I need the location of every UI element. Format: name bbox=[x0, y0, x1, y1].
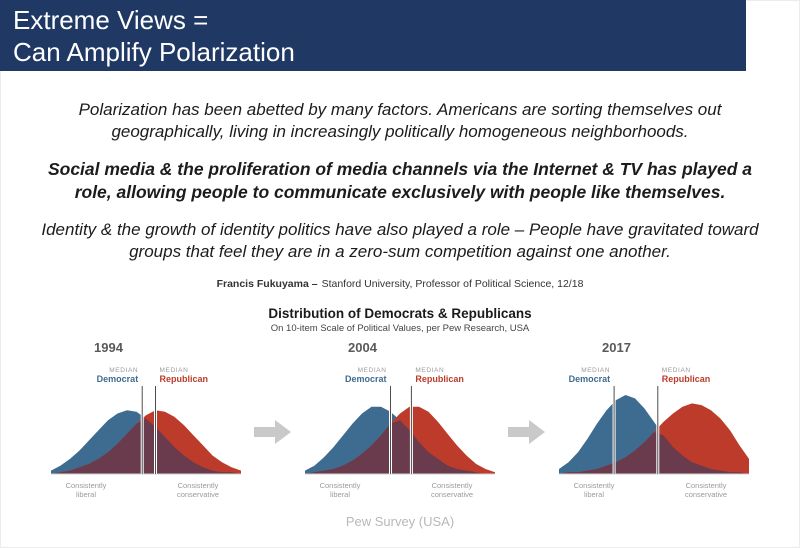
year-label: 2017 bbox=[602, 339, 631, 355]
axis-label-left: Consistently bbox=[574, 481, 615, 490]
axis-label-left: Consistently bbox=[66, 481, 107, 490]
distribution-chart: MEDIANDemocratMEDIANRepublicanConsistent… bbox=[51, 367, 241, 499]
year-label: 2004 bbox=[348, 339, 377, 355]
distribution-chart: MEDIANDemocratMEDIANRepublicanConsistent… bbox=[305, 367, 495, 499]
distribution-panel-2017: 2017 MEDIAN Democrat MEDIAN Republican Consis… bbox=[554, 340, 754, 513]
chart-subtitle: On 10-item Scale of Political Values, pe… bbox=[270, 322, 530, 334]
democrat-label: Democrat bbox=[97, 374, 139, 384]
axis-label-left-line2: liberal bbox=[584, 490, 604, 499]
axis-label-right: Consistently bbox=[178, 481, 219, 490]
axis-label-left-line2: liberal bbox=[330, 490, 350, 499]
axis-label-right-line2: conservative bbox=[685, 490, 727, 499]
intro-paragraph-1: Polarization has been abetted by many fa… bbox=[78, 100, 722, 142]
header-line-2: Can Amplify Polarization bbox=[13, 36, 295, 67]
intro-paragraph-2: Social media & the proliferation of medi… bbox=[47, 159, 753, 202]
attribution: Francis Fukuyama – Stanford University, P… bbox=[0, 278, 800, 290]
chart-title: Distribution of Democrats & Republicans bbox=[268, 305, 532, 321]
arrow-icon bbox=[254, 417, 292, 447]
header-banner: Extreme Views = Can Amplify Polarization bbox=[0, 0, 746, 71]
axis-label-right-line2: conservative bbox=[177, 490, 219, 499]
democrat-label: Democrat bbox=[569, 374, 611, 384]
overlap-area bbox=[559, 431, 749, 474]
distribution-panel-2004: 2004 MEDIAN Democrat MEDIAN Republican Consis… bbox=[300, 340, 500, 513]
republican-label: Republican bbox=[415, 374, 464, 384]
charts-strip: 1994 MEDIAN Democrat MEDIAN Republican Consis… bbox=[0, 340, 800, 513]
attribution-name: Francis Fukuyama – bbox=[216, 277, 318, 290]
year-label: 1994 bbox=[94, 339, 123, 355]
header-line-1: Extreme Views = bbox=[13, 5, 209, 35]
median-democrat-caption: MEDIAN bbox=[109, 367, 138, 374]
axis-label-left: Consistently bbox=[320, 481, 361, 490]
distribution-chart: MEDIANDemocratMEDIANRepublicanConsistent… bbox=[559, 367, 749, 499]
axis-label-right: Consistently bbox=[686, 481, 727, 490]
median-democrat-caption: MEDIAN bbox=[581, 367, 610, 374]
republican-label: Republican bbox=[662, 374, 711, 384]
median-democrat-caption: MEDIAN bbox=[358, 367, 387, 374]
intro-paragraph-3: Identity & the growth of identity politi… bbox=[41, 219, 759, 261]
median-republican-caption: MEDIAN bbox=[415, 367, 444, 374]
republican-label: Republican bbox=[160, 374, 209, 384]
arrow-icon bbox=[508, 417, 546, 447]
axis-label-right: Consistently bbox=[432, 481, 473, 490]
overlap-area bbox=[51, 418, 241, 474]
intro-text: Polarization has been abetted by many fa… bbox=[0, 99, 800, 290]
median-republican-caption: MEDIAN bbox=[160, 367, 189, 374]
median-republican-caption: MEDIAN bbox=[662, 367, 691, 374]
axis-label-left-line2: liberal bbox=[76, 490, 96, 499]
attribution-text: Stanford University, Professor of Politi… bbox=[321, 277, 584, 290]
pew-caption: Pew Survey (USA) bbox=[345, 513, 455, 529]
distribution-panel-1994: 1994 MEDIAN Democrat MEDIAN Republican Consis… bbox=[46, 340, 246, 513]
axis-label-right-line2: conservative bbox=[431, 490, 473, 499]
democrat-label: Democrat bbox=[345, 374, 387, 384]
overlap-area bbox=[305, 420, 495, 474]
